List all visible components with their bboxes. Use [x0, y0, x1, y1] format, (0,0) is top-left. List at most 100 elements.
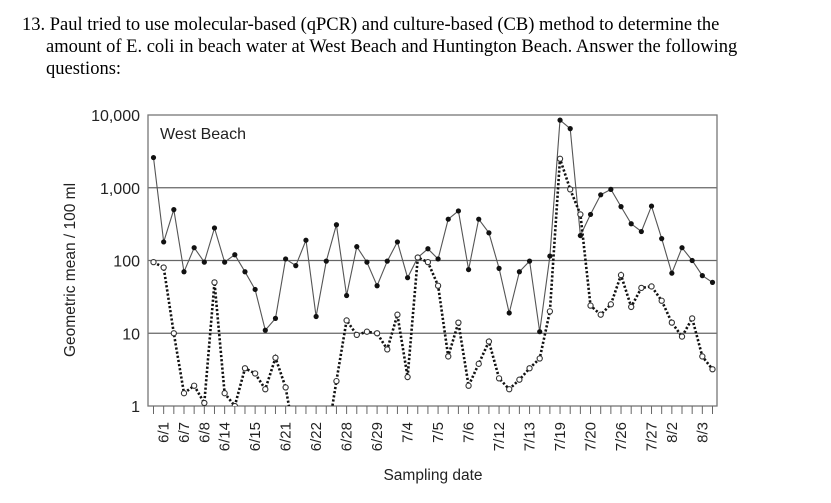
qpcr-data-point [435, 256, 441, 262]
cb-data-point [201, 399, 208, 406]
qpcr-data-point [669, 270, 675, 276]
cb-data-point [526, 365, 533, 372]
qpcr-data-point [496, 265, 502, 271]
cb-data-point [668, 319, 675, 326]
qpcr-data-point [659, 236, 665, 242]
qpcr-data-point [709, 279, 716, 285]
question-text: 13. Paul tried to use molecular-based (q… [22, 14, 822, 80]
cb-data-point [455, 319, 462, 326]
qpcr-data-point [303, 237, 309, 243]
cb-data-point [567, 186, 574, 193]
y-tick-label: 100 [113, 254, 140, 271]
cb-data-point [689, 315, 696, 322]
x-tick-label: 7/6 [461, 422, 478, 443]
x-tick-label: 7/5 [430, 422, 447, 443]
cb-data-point [150, 258, 157, 266]
qpcr-data-point [689, 257, 695, 264]
qpcr-data-point [404, 275, 411, 281]
x-axis-labels: 6/1 6/7 6/8 6/14 6/15 6/21 6/22 6/28 6/29 7/4 7/5 7… [156, 422, 712, 451]
qpcr-data-point [211, 225, 218, 231]
cb-data-point [658, 297, 665, 304]
cb-data-point [394, 311, 401, 318]
series-group [150, 117, 716, 406]
qpcr-data-point [638, 228, 644, 235]
cb-data-point [251, 370, 259, 377]
qpcr-data-point [648, 203, 655, 209]
qpcr-data-point [547, 253, 553, 259]
qpcr-data-point [272, 315, 279, 322]
qpcr-data-point [161, 239, 167, 245]
qpcr-data-point [699, 273, 705, 279]
x-tick-label: 6/22 [308, 422, 325, 451]
cb-data-point [272, 354, 279, 361]
cb-data-point [160, 264, 167, 271]
cb-data-point [384, 346, 391, 353]
y-tick-label: 10 [122, 326, 140, 343]
y-axis-label: Geometric mean / 100 ml [62, 183, 79, 357]
cb-data-point [282, 384, 289, 391]
x-axis-label: Sampling date [383, 467, 482, 484]
qpcr-data-point [333, 222, 340, 228]
cb-data-point [699, 353, 706, 360]
y-tick-label: 1 [131, 399, 140, 416]
cb-data-point [465, 382, 472, 389]
cb-data-point [434, 282, 442, 289]
cb-data-point [170, 330, 177, 337]
x-tick-label: 8/3 [694, 422, 711, 443]
x-tick-label: 7/4 [400, 422, 417, 443]
cb-data-point [516, 376, 523, 383]
qpcr-data-point [323, 258, 329, 264]
cb-data-point [546, 308, 554, 315]
qpcr-data-point [587, 211, 594, 218]
x-tick-label: 6/29 [369, 422, 386, 451]
y-tick-label: 1,000 [100, 181, 140, 198]
plot-frame [147, 114, 718, 407]
cb-data-point [628, 303, 635, 311]
x-tick-label: 7/19 [552, 422, 569, 451]
x-tick-label: 6/21 [278, 422, 295, 451]
chart-title: West Beach [160, 126, 246, 143]
y-axis-ticks: 1 10 100 1,000 10,000 [91, 108, 140, 416]
cb-data-point [404, 373, 411, 381]
x-tick-label: 7/27 [644, 422, 661, 451]
qpcr-data-point [598, 192, 604, 198]
question-number: 13. [22, 15, 46, 35]
cb-data-point [445, 353, 452, 360]
cb-data-point [648, 283, 655, 290]
qpcr-data-point [354, 244, 360, 250]
x-tick-label: 7/13 [522, 422, 539, 451]
qpcr-data-point [283, 256, 289, 262]
qpcr-data-point [476, 216, 482, 222]
x-tick-label: 8/2 [664, 422, 681, 443]
question-line-1: 13. Paul tried to use molecular-based (q… [22, 15, 720, 35]
cb-data-point [262, 386, 269, 393]
qpcr-data-point [425, 246, 431, 252]
x-axis-ticks [153, 406, 713, 414]
cb-data-point [191, 382, 198, 389]
qpcr-data-point [628, 221, 634, 227]
x-tick-label: 6/14 [217, 422, 234, 451]
qpcr-data-point [455, 208, 462, 214]
qpcr-data-point [384, 258, 390, 264]
qpcr-data-point [567, 126, 573, 132]
cb-data-point [363, 328, 371, 335]
cb-data-point [373, 330, 381, 337]
qpcr-data-point [374, 283, 380, 289]
x-tick-label: 6/28 [339, 422, 356, 451]
gridlines [148, 187, 717, 334]
qpcr-data-point [537, 329, 543, 335]
cb-data-point [424, 258, 432, 266]
qpcr-data-point [201, 259, 207, 265]
cb-data-point [556, 155, 564, 162]
x-tick-label: 6/15 [247, 422, 264, 451]
qpcr-data-point [516, 269, 522, 275]
cb-data-point [587, 302, 594, 309]
x-tick-label: 6/8 [196, 422, 213, 443]
cb-data-point [577, 211, 584, 218]
cb-data-point [221, 390, 228, 397]
qpcr-data-point [465, 266, 472, 273]
qpcr-data-point [232, 252, 238, 258]
x-tick-label: 7/12 [491, 422, 508, 451]
cb-data-point [241, 365, 249, 372]
